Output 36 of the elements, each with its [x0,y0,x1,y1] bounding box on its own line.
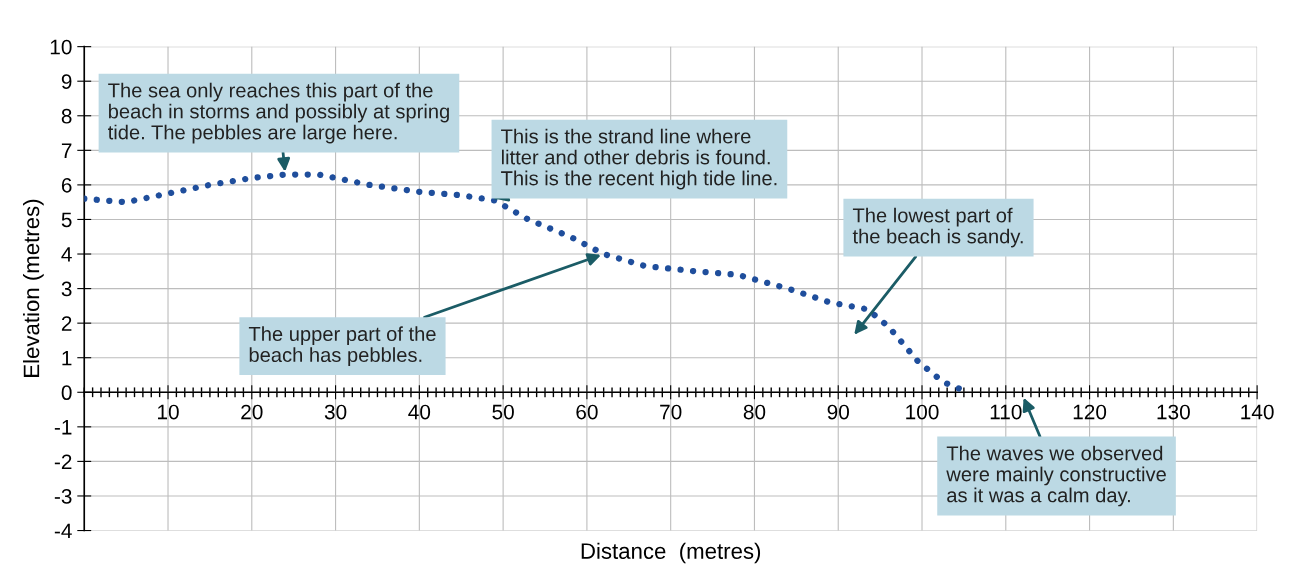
x-tick-label: 120 [1073,404,1107,420]
x-tick-label: 70 [660,404,682,420]
y-tick-label: 8 [61,108,72,124]
y-tick-label: -4 [54,523,72,539]
y-tick-label: 4 [61,247,72,262]
x-tick-label: 20 [241,404,263,420]
annotation: The upper part of the beach has pebbles. [248,326,436,367]
x-tick-label: 50 [492,404,514,420]
y-tick-label: 3 [61,281,72,297]
x-tick-label: 110 [990,404,1022,420]
annotation: The sea only reaches this part of the beach in storms and possibly at spring tide. The pebbles are large here. [108,82,449,144]
y-tick-label: 7 [61,143,72,158]
y-tick-label: -3 [54,488,72,504]
y-tick-label: 6 [61,177,72,193]
x-tick-label: 130 [1157,404,1190,420]
x-tick-label: 30 [324,404,347,420]
x-tick-label: 80 [743,404,766,420]
x-axis-title: Distance (metres) [581,542,761,564]
y-tick-label: 0 [61,385,72,401]
y-tick-label: 2 [61,316,72,331]
y-tick-label: -2 [54,454,72,469]
annotation: The lowest part of the beach is sandy. [852,207,1023,248]
x-tick-label: 40 [408,404,431,420]
x-tick-label: 100 [906,404,939,420]
y-tick-label: -1 [54,420,72,435]
y-tick-label: 5 [61,212,72,228]
y-axis-title: Elevation (metres) [22,199,44,377]
x-tick-label: 60 [576,404,598,420]
annotation: This is the strand line where litter and other debris is found. This is the recent high tide line. [501,128,777,190]
y-tick-label: 9 [61,74,72,89]
y-tick-label: 1 [62,350,72,366]
annotation: The waves we observed were mainly constructive as it was a calm day. [946,445,1166,507]
x-tick-label: 140 [1241,404,1274,420]
x-tick-label: 10 [158,404,179,420]
y-tick-label: 10 [50,39,72,55]
x-tick-label: 90 [827,404,850,420]
